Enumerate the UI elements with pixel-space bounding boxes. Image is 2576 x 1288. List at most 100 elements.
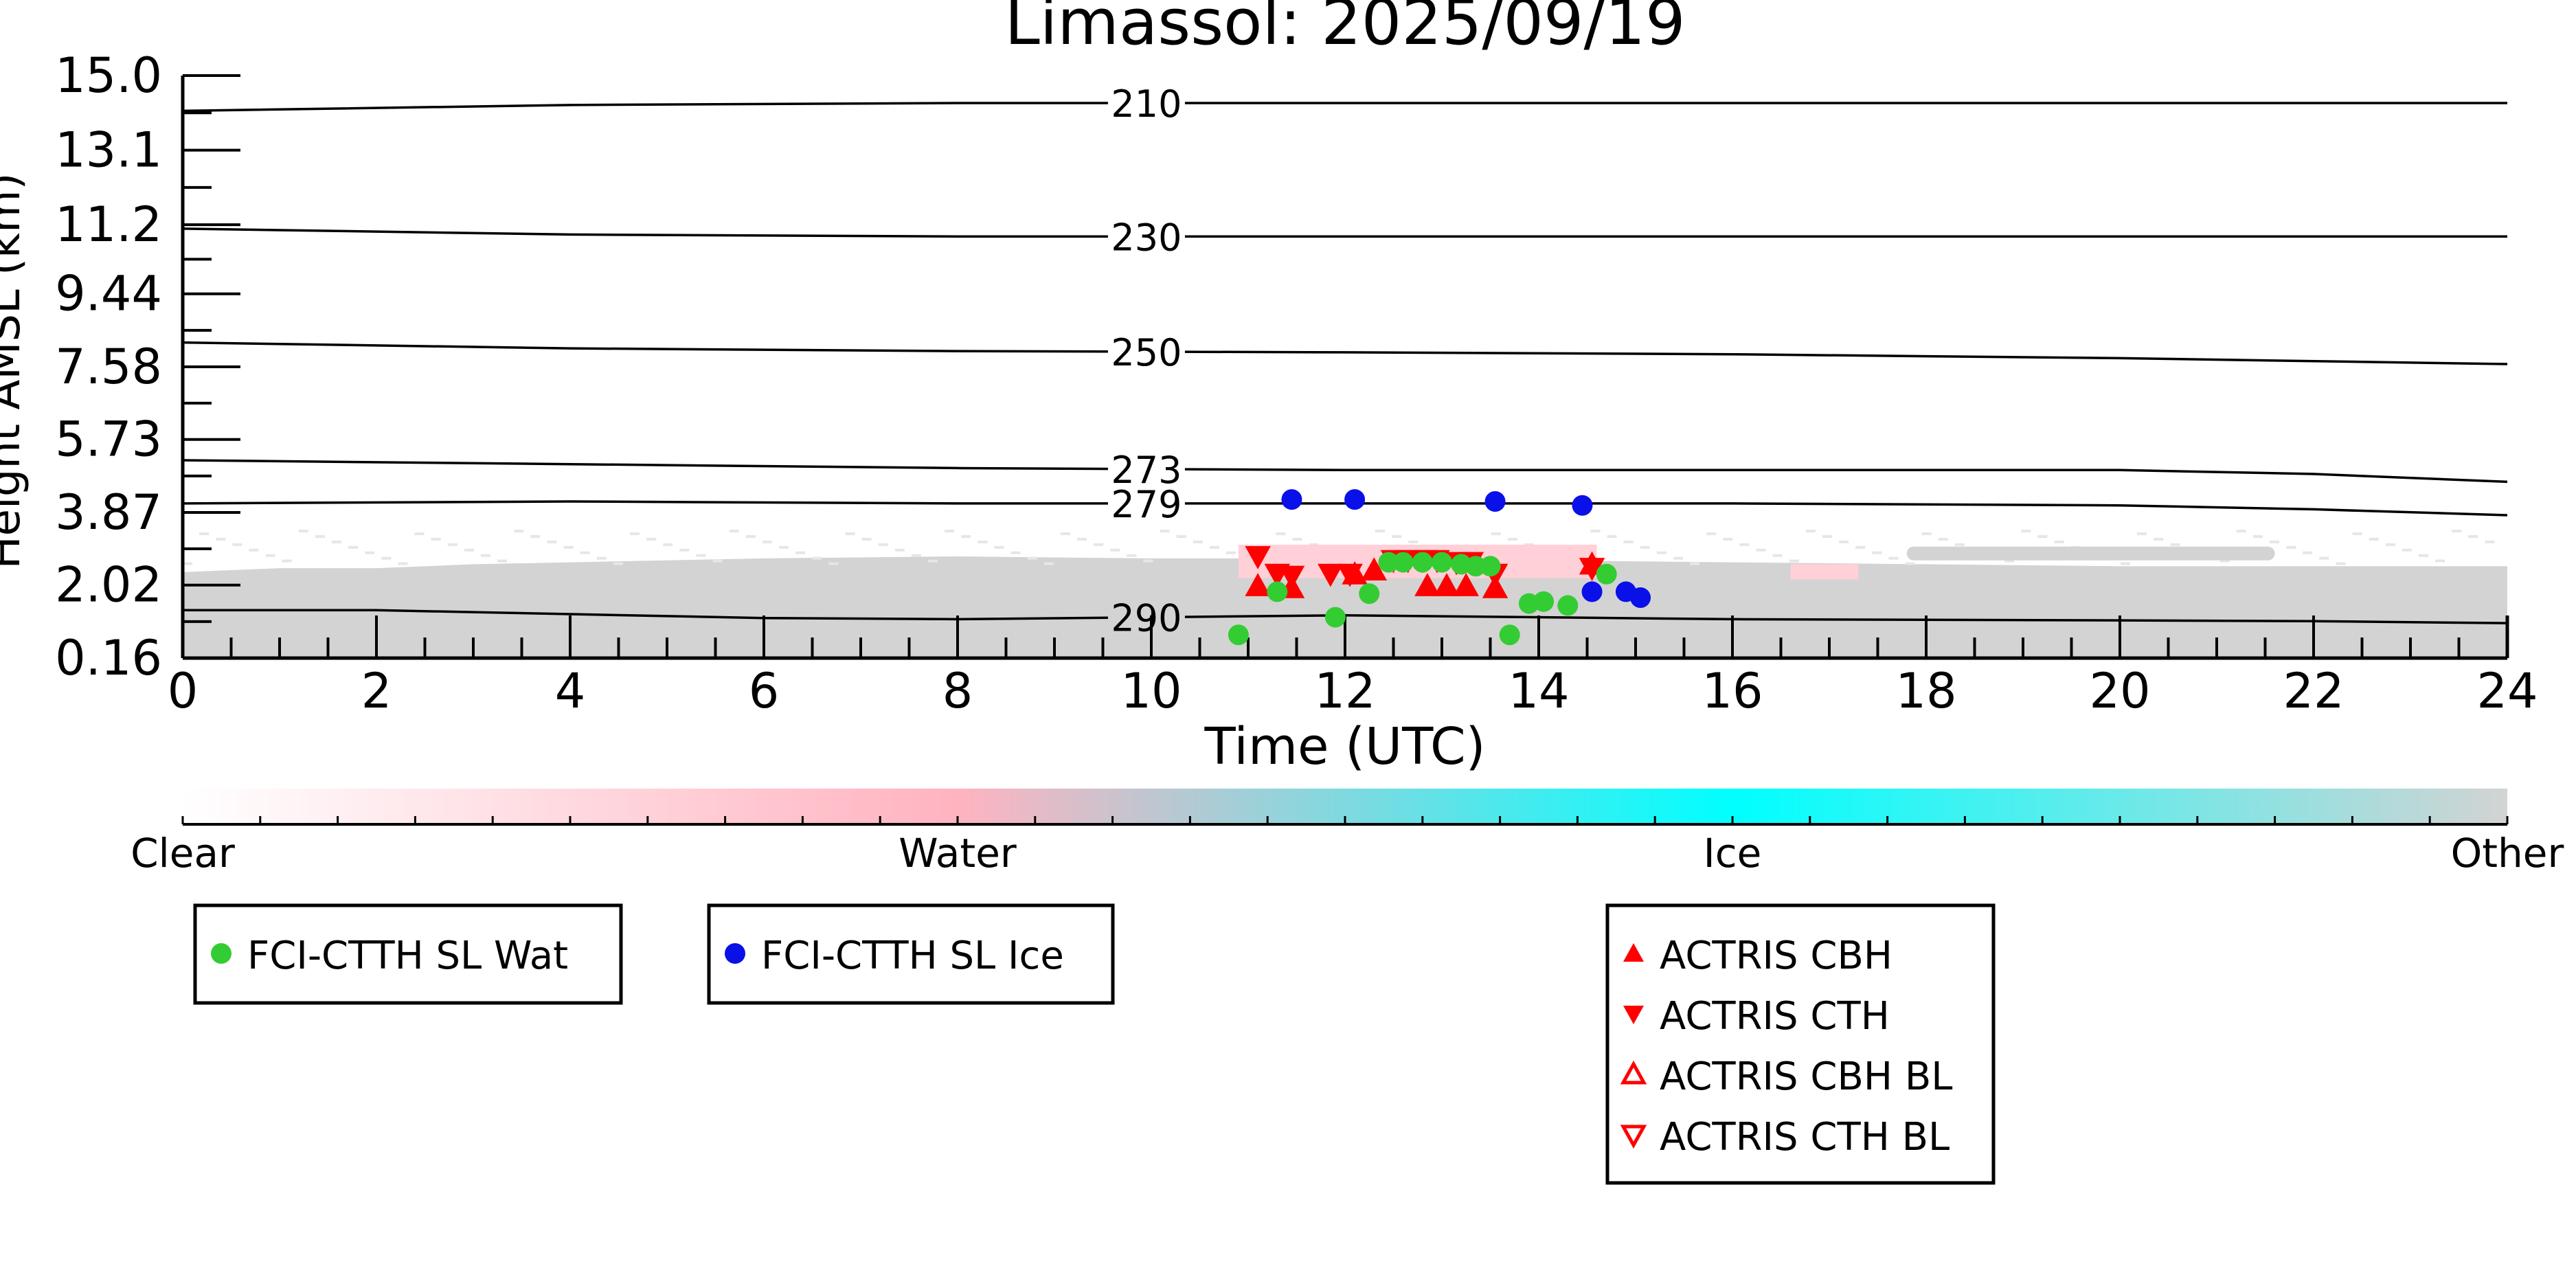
cloud-speckle (1706, 532, 1717, 536)
cloud-speckle (1143, 559, 1153, 563)
x-tick-label: 18 (1895, 663, 1956, 719)
cloud-speckle (1888, 556, 1899, 560)
y-tick-label: 13.1 (55, 122, 162, 179)
cloud-speckle (1027, 556, 1037, 560)
cloud-speckle (216, 537, 226, 541)
legend-marker (1620, 1125, 1647, 1149)
y-axis-label: Height AMSL (km) (0, 173, 30, 569)
cloud-speckle (978, 540, 988, 543)
legend-marker (1623, 943, 1644, 962)
cloud-speckle (945, 530, 955, 533)
cloud-speckle (1789, 559, 1799, 563)
cloud-speckle (2236, 530, 2246, 533)
cloud-speckle (398, 562, 408, 565)
cloud-speckle (1640, 545, 1650, 549)
isotherm-label: 210 (1111, 82, 1182, 126)
x-tick-label: 10 (1120, 663, 1182, 719)
marker-actris-cbh (1453, 573, 1479, 596)
cloud-speckle (414, 532, 425, 536)
cloud-speckle (1193, 540, 1203, 543)
cloud-speckle (1723, 537, 1733, 541)
cloud-speckle (2004, 559, 2015, 563)
cloud-speckle (911, 554, 921, 557)
x-tick-label: 4 (555, 663, 586, 719)
cloud-speckle (1010, 551, 1021, 554)
marker-fci-ctth-sl-ice (1572, 495, 1593, 516)
cloud-speckle (1292, 537, 1302, 541)
cloud-speckle (2054, 540, 2064, 543)
cloud-speckle (1954, 543, 1965, 546)
cloud-speckle (497, 559, 508, 563)
colorbar-label-ice: Ice (1704, 830, 1762, 877)
cloud-speckle (2402, 548, 2412, 552)
cloud-speckle (961, 535, 971, 539)
marker-fci-ctth-sl-wat (1378, 552, 1399, 573)
cloud-speckle (282, 559, 292, 563)
cloud-speckle (729, 530, 739, 533)
marker-actris-cth (1278, 565, 1305, 589)
cloud-speckle (298, 530, 308, 533)
cloud-speckle (315, 535, 325, 539)
legend-frame (193, 903, 623, 1005)
marker-actris-cbh (1361, 557, 1388, 580)
marker-fci-ctth-sl-wat (1392, 552, 1414, 573)
cloud-speckle (1110, 548, 1120, 552)
cloud-speckle (1921, 532, 1932, 536)
legend-box: FCI-CTTH SL Wat (193, 903, 623, 1005)
marker-fci-ctth-sl-wat (1359, 583, 1380, 605)
cloud-speckle (2037, 535, 2048, 539)
cloud-speckle (1209, 545, 1219, 549)
isotherm-273 (183, 459, 2507, 484)
isotherm-label: 273 (1111, 449, 1182, 492)
cloud-speckle (365, 551, 375, 554)
cloud-speckle (2336, 562, 2346, 565)
isotherm-230 (183, 227, 2507, 238)
cloud-speckle (646, 537, 657, 541)
cloud-speckle (563, 545, 574, 549)
x-tick-label: 14 (1508, 663, 1569, 719)
marker-fci-ctth-sl-ice (1281, 489, 1302, 510)
marker-fci-ctth-sl-wat (1324, 607, 1346, 628)
cloud-speckle (861, 537, 872, 541)
cloud-speckle (629, 532, 640, 536)
legend-label: ACTRIS CTH BL (1660, 1115, 1950, 1160)
cloud-speckle (447, 543, 457, 546)
cloud-speckle (1176, 535, 1186, 539)
marker-fci-ctth-sl-wat (1412, 552, 1433, 573)
marker-fci-ctth-sl-wat (1596, 563, 1617, 585)
legend-label: FCI-CTTH SL Ice (761, 934, 1064, 978)
cloud-speckle (232, 543, 242, 546)
marker-fci-ctth-sl-ice (1344, 489, 1366, 510)
cloud-speckle (894, 548, 905, 552)
cloud-speckle (1905, 562, 1915, 565)
isotherm-279 (183, 500, 2507, 517)
cloud-speckle (1623, 540, 1634, 543)
legend-label: ACTRIS CBH BL (1660, 1054, 1952, 1099)
cloud-speckle (2170, 543, 2180, 546)
isotherm-label-gap (1107, 613, 1185, 622)
marker-fci-ctth-sl-wat (1557, 595, 1579, 616)
cloud-speckle (331, 540, 341, 543)
y-tick-label: 7.58 (55, 339, 162, 395)
cloud-speckle (663, 543, 673, 546)
cloud-speckle (514, 530, 524, 533)
cloud-speckle (1739, 543, 1750, 546)
cloud-speckle (2286, 545, 2296, 549)
cloud-speckle (547, 540, 557, 543)
cloud-speckle (1839, 540, 1849, 543)
marker-actris-cbh (1245, 573, 1271, 596)
cloud-speckle (745, 535, 756, 539)
cloud-speckle (2468, 535, 2478, 539)
isotherm-label-gap (1107, 499, 1185, 508)
x-tick-label: 12 (1314, 663, 1375, 719)
cloud-speckle (1043, 562, 1054, 565)
legend-marker (1623, 1006, 1644, 1024)
cloud-speckle (199, 532, 210, 536)
marker-fci-ctth-sl-ice (1581, 581, 1603, 602)
legend-marker (1620, 1060, 1647, 1085)
y-tick-label: 5.73 (55, 411, 162, 468)
cloud-speckle (2319, 556, 2329, 560)
data-markers (1228, 489, 1651, 646)
cloud-speckle (464, 548, 474, 552)
